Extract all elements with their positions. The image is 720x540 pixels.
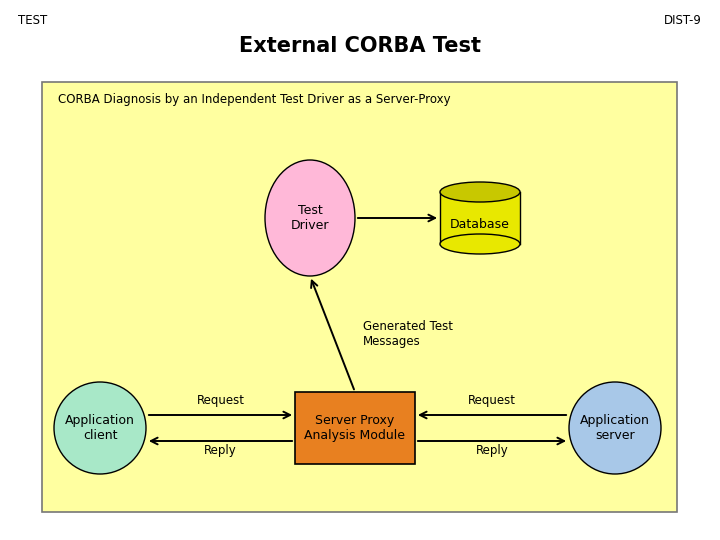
Bar [42,82,677,512]
Text: CORBA Diagnosis by an Independent Test Driver as a Server-Proxy: CORBA Diagnosis by an Independent Test D… [58,92,451,105]
Ellipse shape [440,182,520,202]
Text: Request: Request [468,394,516,407]
Text: Reply: Reply [204,444,237,457]
Text: Generated Test
Messages: Generated Test Messages [363,320,453,348]
Text: Application
server: Application server [580,414,650,442]
Ellipse shape [440,234,520,254]
Text: Request: Request [197,394,245,407]
Bar [295,392,415,464]
Text: External CORBA Test: External CORBA Test [239,36,481,56]
Text: TEST: TEST [18,14,48,27]
Text: Server Proxy
Analysis Module: Server Proxy Analysis Module [305,414,405,442]
Bar [440,192,520,244]
Ellipse shape [54,382,146,474]
Text: DIST-9: DIST-9 [664,14,702,27]
Text: Test
Driver: Test Driver [291,204,329,232]
Ellipse shape [265,160,355,276]
Text: Application
client: Application client [65,414,135,442]
Ellipse shape [569,382,661,474]
Text: Database: Database [450,218,510,231]
Text: Reply: Reply [476,444,508,457]
